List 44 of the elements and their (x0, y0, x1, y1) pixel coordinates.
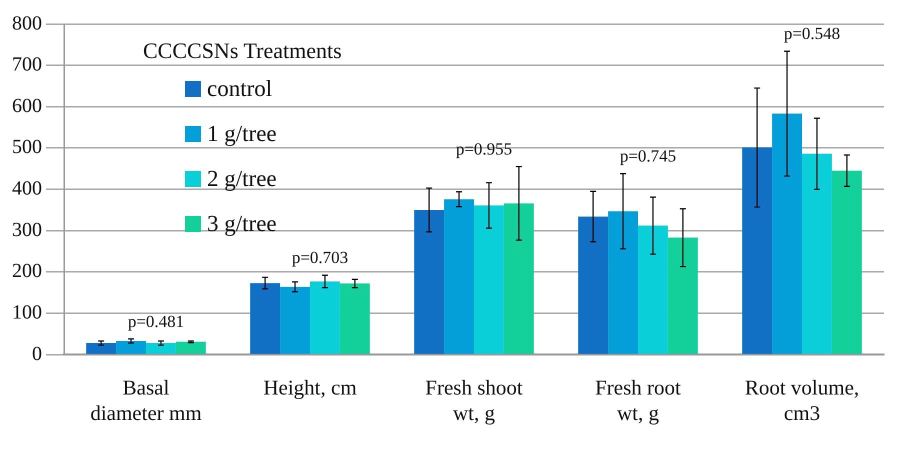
bar (802, 154, 832, 354)
annotation: p=0.548 (784, 24, 840, 44)
legend-label: 2 g/tree (207, 166, 277, 192)
legend-label: 1 g/tree (207, 120, 277, 146)
bar (772, 114, 802, 354)
annotation: p=0.481 (128, 312, 184, 331)
y-tick-label: 800 (12, 12, 42, 34)
y-tick-label: 100 (12, 302, 42, 324)
x-tick-label: Root volume, cm3 (744, 376, 860, 425)
bar (474, 205, 504, 354)
bar (310, 281, 340, 354)
y-tick-label: 400 (12, 178, 42, 200)
y-tick-label: 500 (12, 136, 42, 158)
bar (742, 148, 772, 354)
bar (414, 210, 444, 354)
x-tick-label: Fresh shoot wt, g (425, 376, 523, 425)
y-tick-label: 600 (12, 94, 42, 117)
bar (638, 226, 668, 354)
bar (832, 170, 862, 354)
annotation: p=0.703 (292, 248, 348, 268)
bar (146, 343, 176, 354)
bar (668, 238, 698, 354)
x-tick-label: Fresh root wt, g (595, 376, 682, 425)
bar (250, 283, 280, 354)
bar (176, 342, 206, 354)
bar (280, 286, 310, 354)
y-tick-label: 0 (32, 342, 42, 365)
y-tick-label: 200 (12, 260, 42, 282)
bar (444, 199, 474, 354)
x-tick-label: Height, cm (263, 376, 357, 400)
bar (608, 211, 638, 354)
bar (116, 340, 146, 354)
y-tick-label: 300 (12, 218, 42, 241)
bar (578, 216, 608, 354)
x-tick-label: Basal diameter mm (90, 376, 202, 425)
y-tick-label: 700 (12, 54, 42, 76)
bar (340, 284, 370, 354)
bar (86, 343, 116, 354)
legend-label: 3 g/tree (207, 210, 277, 236)
annotation: p=0.955 (456, 140, 512, 159)
annotation: p=0.745 (620, 146, 676, 166)
bar (504, 203, 534, 354)
legend-title: CCCCSNs Treatments (143, 38, 342, 64)
legend-label: control (207, 76, 272, 102)
